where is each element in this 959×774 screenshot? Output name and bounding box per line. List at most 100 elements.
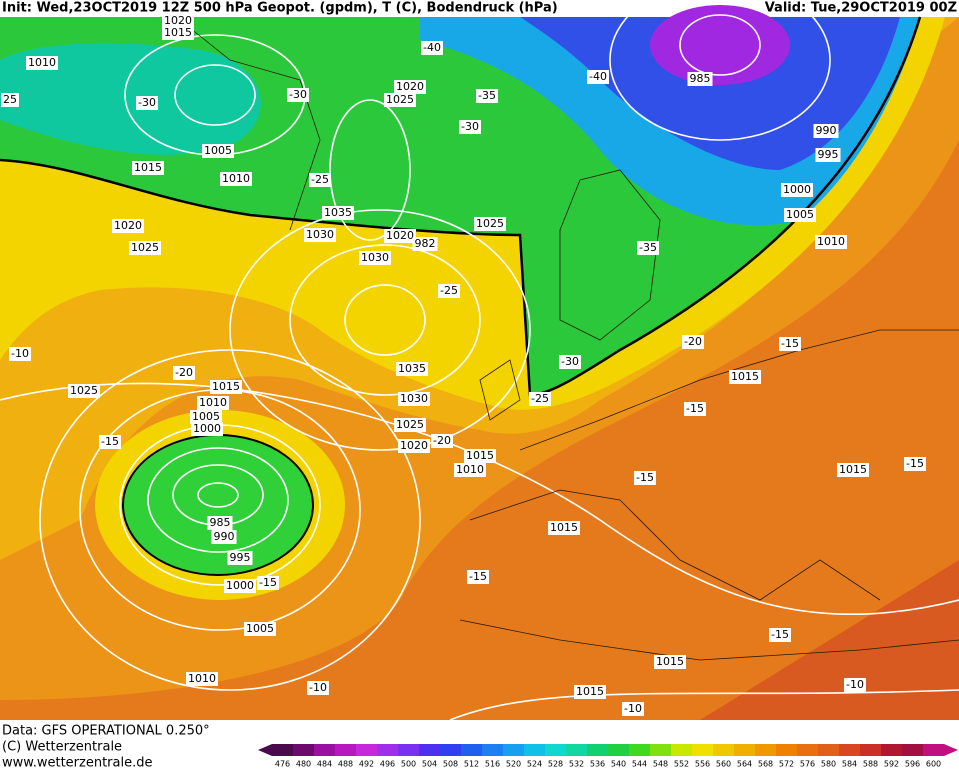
label-box xyxy=(779,337,801,351)
colorbar-label: 568 xyxy=(758,760,773,769)
contour-label: 1030 xyxy=(398,392,430,406)
contour-label: -35 xyxy=(476,89,498,103)
label-box xyxy=(257,576,279,590)
colorbar-swatch xyxy=(587,744,609,756)
contour-label: 1000 xyxy=(191,422,223,436)
contour-label: -10 xyxy=(307,681,329,695)
contour-label-text: 1035 xyxy=(324,206,352,219)
contour-label: 995 xyxy=(227,551,253,565)
contour-label: 1015 xyxy=(837,463,869,477)
colorbar-label: 512 xyxy=(464,760,479,769)
contour-label: 1035 xyxy=(322,206,354,220)
colorbar-label: 496 xyxy=(380,760,395,769)
label-box xyxy=(548,521,580,535)
contour-label-text: -10 xyxy=(846,678,864,691)
contour-label-text: 1020 xyxy=(396,80,424,93)
label-box xyxy=(687,72,713,86)
colorbar-swatch xyxy=(608,744,630,756)
contour-label-text: -15 xyxy=(636,471,654,484)
contour-label-text: -20 xyxy=(175,366,193,379)
contour-label: 1000 xyxy=(224,579,256,593)
contour-label-text: 995 xyxy=(818,148,839,161)
contour-label-text: 1025 xyxy=(396,418,424,431)
contour-label-text: -20 xyxy=(433,434,451,447)
contour-label-text: 1010 xyxy=(817,235,845,248)
contour-label: -20 xyxy=(431,434,453,448)
label-box xyxy=(467,570,489,584)
contour-label: 1010 xyxy=(220,172,252,186)
contour-label-text: -15 xyxy=(781,337,799,350)
contour-label: 1010 xyxy=(197,396,229,410)
contour-label: -15 xyxy=(779,337,801,351)
contour-label-text: 1030 xyxy=(361,251,389,264)
colorbar-swatch xyxy=(314,744,336,756)
contour-label-text: 1020 xyxy=(164,14,192,27)
label-box xyxy=(207,516,233,530)
colorbar-swatch xyxy=(734,744,756,756)
contour-label: 1010 xyxy=(26,56,58,70)
contour-label-text: -30 xyxy=(138,96,156,109)
website: www.wetterzentrale.de xyxy=(2,756,152,771)
colorbar-swatch xyxy=(419,744,441,756)
contour-label: 1035 xyxy=(396,362,428,376)
label-box xyxy=(162,14,194,28)
contour-label-text: 1020 xyxy=(400,439,428,452)
contour-label-text: 1030 xyxy=(400,392,428,405)
colorbar-swatch xyxy=(692,744,714,756)
contour-label-text: -10 xyxy=(309,681,327,694)
contour-label: -35 xyxy=(637,241,659,255)
coastlines xyxy=(179,19,959,661)
label-box xyxy=(1,93,19,107)
colorbar-swatch xyxy=(839,744,861,756)
contour-label: 982 xyxy=(412,237,438,251)
contour-label: 985 xyxy=(207,516,233,530)
contour-label: -10 xyxy=(844,678,866,692)
contour-label: -20 xyxy=(682,335,704,349)
label-box xyxy=(211,530,237,544)
contour-label: 990 xyxy=(813,124,839,138)
label-box xyxy=(844,678,866,692)
label-box xyxy=(191,422,223,436)
colorbar-swatch xyxy=(671,744,693,756)
contour-label: 1030 xyxy=(359,251,391,265)
label-box xyxy=(322,206,354,220)
contour-label-text: 1015 xyxy=(731,370,759,383)
contour-label: 1025 xyxy=(474,217,506,231)
contour-label-text: 1015 xyxy=(164,26,192,39)
low-centre xyxy=(122,434,314,576)
contour-label: 1020 xyxy=(112,219,144,233)
contour-label-text: 990 xyxy=(816,124,837,137)
label-box xyxy=(529,392,551,406)
contour-label-text: -30 xyxy=(289,88,307,101)
colorbar-label: 488 xyxy=(338,760,353,769)
contour-label-text: -15 xyxy=(469,570,487,583)
contour-label: -15 xyxy=(257,576,279,590)
colorbar-swatch xyxy=(713,744,735,756)
contour-label-text: 1010 xyxy=(188,672,216,685)
colorbar-swatch xyxy=(293,744,315,756)
contour-label: -30 xyxy=(559,355,581,369)
contour-label: 1000 xyxy=(781,183,813,197)
contour-label-text: -30 xyxy=(561,355,579,368)
colorbar-label: 520 xyxy=(506,760,521,769)
valid-text: Valid: Tue,29OCT2019 00Z xyxy=(765,1,957,16)
contour-label: -30 xyxy=(136,96,158,110)
blue-zone xyxy=(520,17,900,170)
contour-label-text: -15 xyxy=(771,628,789,641)
label-box xyxy=(421,41,443,55)
label-box xyxy=(394,80,426,94)
contour-label-text: 1020 xyxy=(386,229,414,242)
contour-label: -30 xyxy=(287,88,309,102)
contour-label: 1020 xyxy=(394,80,426,94)
contour-label-text: 1030 xyxy=(306,228,334,241)
contour-label-text: -40 xyxy=(423,41,441,54)
colorbar-label: 536 xyxy=(590,760,605,769)
contour-label-text: -15 xyxy=(686,402,704,415)
label-box xyxy=(309,173,331,187)
contour-label-text: 1015 xyxy=(656,655,684,668)
colorbar-swatch xyxy=(860,744,882,756)
colorbar-swatch xyxy=(629,744,651,756)
colorbar-label: 576 xyxy=(800,760,815,769)
contour-label: 985 xyxy=(687,72,713,86)
